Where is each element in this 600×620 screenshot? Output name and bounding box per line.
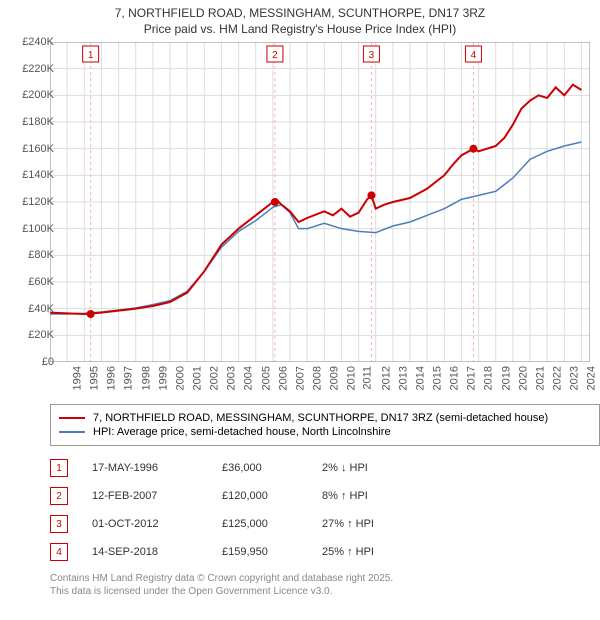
x-tick-label: 2021 <box>534 366 546 390</box>
transaction-row: 3 01-OCT-2012£125,00027% ↑ HPI <box>50 510 442 538</box>
transaction-price: £36,000 <box>222 462 322 474</box>
y-tick-label: £200K <box>22 89 54 101</box>
transaction-date: 17-MAY-1996 <box>92 462 222 474</box>
y-tick-label: £0 <box>42 356 54 368</box>
x-tick-label: 2013 <box>397 366 409 390</box>
transaction-pct: 27% ↑ HPI <box>322 518 442 530</box>
x-tick-label: 2006 <box>277 366 289 390</box>
x-tick-label: 2009 <box>329 366 341 390</box>
x-tick-label: 2000 <box>174 366 186 390</box>
transaction-pct: 25% ↑ HPI <box>322 546 442 558</box>
x-tick-label: 1998 <box>140 366 152 390</box>
x-tick-label: 1996 <box>106 366 118 390</box>
x-tick-label: 2002 <box>209 366 221 390</box>
title-line-1: 7, NORTHFIELD ROAD, MESSINGHAM, SCUNTHOR… <box>115 6 486 20</box>
transaction-price: £125,000 <box>222 518 322 530</box>
svg-text:2: 2 <box>272 50 278 61</box>
legend-label: HPI: Average price, semi-detached house,… <box>93 426 391 438</box>
transaction-marker: 2 <box>50 487 68 505</box>
transaction-row: 1 17-MAY-1996£36,0002% ↓ HPI <box>50 454 442 482</box>
x-tick-label: 2008 <box>311 366 323 390</box>
chart-plot-area: 1 2 3 4 <box>50 42 590 362</box>
x-tick-label: 2010 <box>346 366 358 390</box>
x-tick-label: 2005 <box>260 366 272 390</box>
y-tick-label: £180K <box>22 116 54 128</box>
legend: 7, NORTHFIELD ROAD, MESSINGHAM, SCUNTHOR… <box>50 404 600 446</box>
y-tick-label: £20K <box>28 329 54 341</box>
legend-label: 7, NORTHFIELD ROAD, MESSINGHAM, SCUNTHOR… <box>93 412 548 424</box>
x-tick-label: 2012 <box>380 366 392 390</box>
transaction-price: £159,950 <box>222 546 322 558</box>
transaction-pct: 8% ↑ HPI <box>322 490 442 502</box>
y-tick-label: £120K <box>22 196 54 208</box>
transactions-table: 117-MAY-1996£36,0002% ↓ HPI212-FEB-2007£… <box>50 454 442 566</box>
transaction-pct: 2% ↓ HPI <box>322 462 442 474</box>
svg-text:1: 1 <box>88 50 94 61</box>
x-tick-label: 2001 <box>191 366 203 390</box>
chart-svg: 1 2 3 4 <box>50 42 590 362</box>
y-tick-label: £60K <box>28 276 54 288</box>
y-tick-label: £240K <box>22 36 54 48</box>
y-tick-label: £80K <box>28 249 54 261</box>
x-tick-label: 2017 <box>466 366 478 390</box>
transaction-row: 4 14-SEP-2018£159,95025% ↑ HPI <box>50 538 442 566</box>
footer-line-1: Contains HM Land Registry data © Crown c… <box>50 573 393 584</box>
transaction-price: £120,000 <box>222 490 322 502</box>
svg-text:3: 3 <box>369 50 375 61</box>
y-tick-label: £140K <box>22 169 54 181</box>
x-tick-label: 2011 <box>362 366 374 390</box>
x-tick-label: 2016 <box>449 366 461 390</box>
transaction-date: 01-OCT-2012 <box>92 518 222 530</box>
svg-text:4: 4 <box>471 50 477 61</box>
transaction-row: 2 12-FEB-2007£120,0008% ↑ HPI <box>50 482 442 510</box>
transaction-marker: 4 <box>50 543 68 561</box>
chart-container: 7, NORTHFIELD ROAD, MESSINGHAM, SCUNTHOR… <box>0 0 600 620</box>
transaction-date: 12-FEB-2007 <box>92 490 222 502</box>
x-tick-label: 2018 <box>483 366 495 390</box>
x-tick-label: 2004 <box>243 366 255 390</box>
x-tick-label: 1997 <box>123 366 135 390</box>
y-tick-label: £220K <box>22 63 54 75</box>
footer-attribution: Contains HM Land Registry data © Crown c… <box>50 572 393 598</box>
x-tick-label: 2019 <box>500 366 512 390</box>
transaction-marker: 1 <box>50 459 68 477</box>
x-tick-label: 2015 <box>431 366 443 390</box>
y-tick-label: £40K <box>28 303 54 315</box>
y-tick-label: £160K <box>22 143 54 155</box>
chart-title: 7, NORTHFIELD ROAD, MESSINGHAM, SCUNTHOR… <box>0 0 600 37</box>
x-tick-label: 2014 <box>414 366 426 390</box>
legend-item: HPI: Average price, semi-detached house,… <box>59 426 591 438</box>
x-tick-label: 2024 <box>586 366 598 390</box>
x-tick-label: 1994 <box>71 366 83 390</box>
x-tick-label: 2020 <box>517 366 529 390</box>
footer-line-2: This data is licensed under the Open Gov… <box>50 586 332 597</box>
title-line-2: Price paid vs. HM Land Registry's House … <box>144 22 456 36</box>
x-tick-label: 2023 <box>569 366 581 390</box>
x-tick-label: 2007 <box>294 366 306 390</box>
legend-swatch <box>59 431 85 433</box>
legend-swatch <box>59 417 85 419</box>
x-tick-label: 1999 <box>157 366 169 390</box>
x-tick-label: 2003 <box>226 366 238 390</box>
transaction-marker: 3 <box>50 515 68 533</box>
y-tick-label: £100K <box>22 223 54 235</box>
x-tick-label: 2022 <box>551 366 563 390</box>
x-tick-label: 1995 <box>89 366 101 390</box>
legend-item: 7, NORTHFIELD ROAD, MESSINGHAM, SCUNTHOR… <box>59 412 591 424</box>
transaction-date: 14-SEP-2018 <box>92 546 222 558</box>
